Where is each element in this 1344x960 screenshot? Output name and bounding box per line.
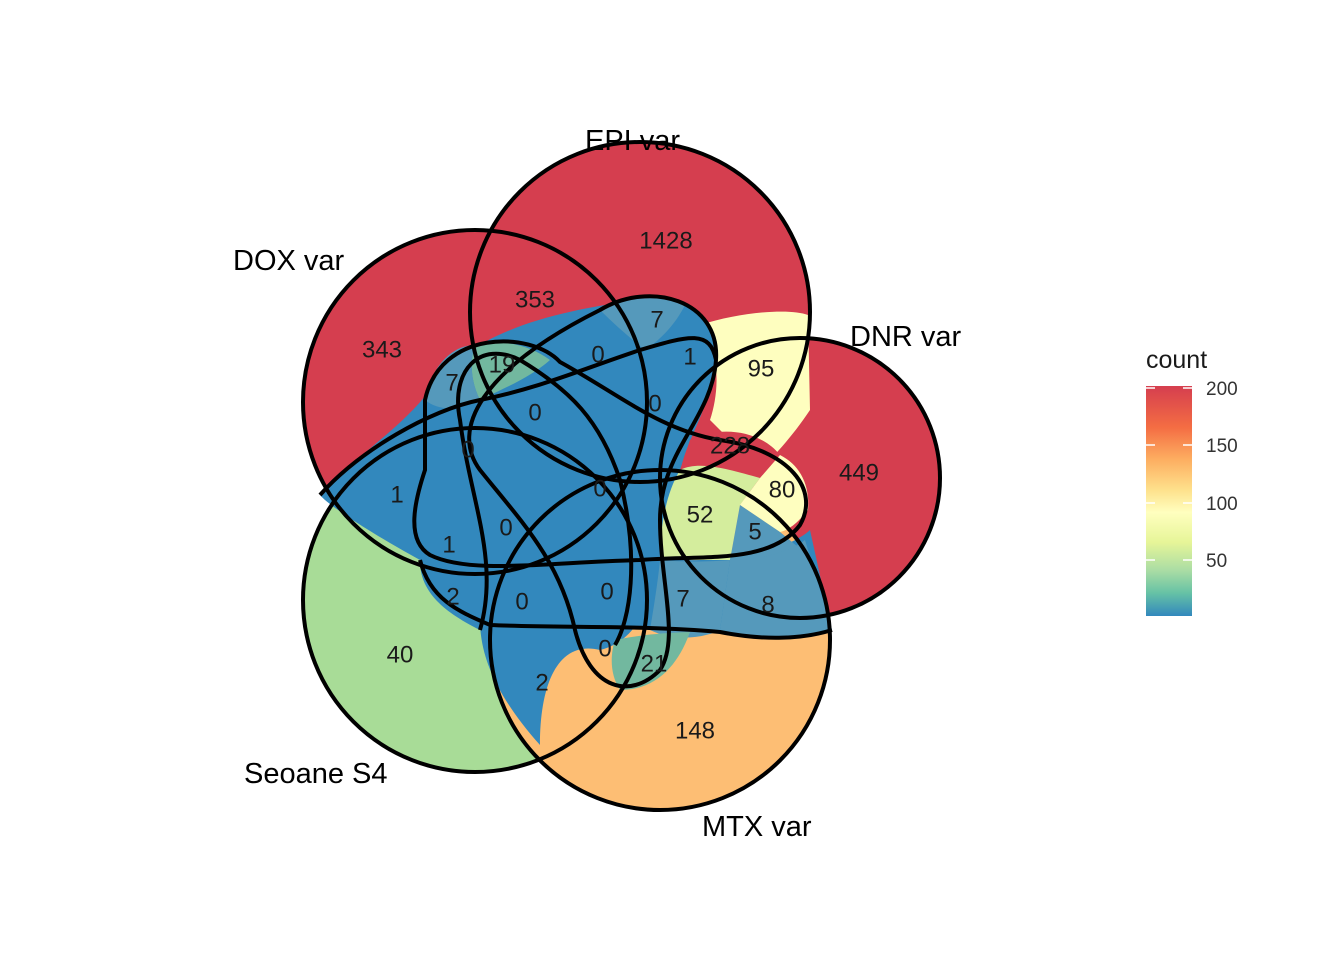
region-count: 2 (535, 669, 548, 696)
region-count: 40 (387, 641, 414, 668)
legend-tick-label: 150 (1206, 436, 1238, 457)
region-count: 449 (839, 459, 879, 486)
region-count: 1 (683, 343, 696, 370)
dnr-epi-overlap-fill (700, 311, 810, 470)
region-count: 343 (362, 336, 402, 363)
legend-tick-marks (1146, 387, 1192, 561)
region-count: 19 (489, 351, 516, 378)
region-count: 353 (515, 286, 555, 313)
region-count: 0 (528, 399, 541, 426)
region-fill-7-left (425, 345, 480, 409)
set-label-seoane: Seoane S4 (244, 758, 388, 790)
region-fill-8 (720, 540, 832, 638)
region-count: 5 (748, 518, 761, 545)
mtx-outline (488, 468, 832, 812)
region-count: 0 (515, 588, 528, 615)
mtx-inner-lobe (456, 351, 634, 647)
region-fill-5 (730, 505, 800, 561)
set-label-dnr: DNR var (850, 321, 962, 353)
set-outlines (301, 140, 942, 812)
region-count: 228 (710, 432, 750, 459)
region-count: 0 (593, 475, 606, 502)
set-label-epi: EPI var (585, 125, 680, 157)
region-count: 1 (390, 481, 403, 508)
region-count: 7 (676, 585, 689, 612)
region-count: 52 (687, 501, 714, 528)
center-core-fill (320, 299, 716, 745)
region-count: 0 (600, 578, 613, 605)
seoane-outline (301, 426, 649, 774)
set-labels: EPI var DOX var DNR var Seoane S4 MTX va… (233, 125, 962, 843)
overlap-fills (320, 298, 832, 745)
region-fill-80 (740, 455, 809, 532)
region-count: 2 (446, 583, 459, 610)
region-count: 80 (769, 476, 796, 503)
dnr-inner-lobe (418, 559, 833, 640)
region-count: 0 (499, 514, 512, 541)
set-label-dox: DOX var (233, 245, 345, 277)
region-count: 0 (648, 390, 661, 417)
region-count: 7 (445, 369, 458, 396)
color-legend: count 200 150 100 50 (1146, 346, 1238, 616)
set-label-mtx: MTX var (702, 811, 812, 843)
dox-outline (301, 228, 649, 576)
region-count: 1 (442, 531, 455, 558)
region-count: 0 (598, 635, 611, 662)
dox-inner-lobe (412, 339, 808, 568)
region-counts: 1428 343 449 40 148 353 7 95 19 0 1 7 0 … (362, 227, 879, 744)
region-count: 95 (748, 355, 775, 382)
region-count: 8 (761, 591, 774, 618)
region-count: 148 (675, 717, 715, 744)
epi-outline (468, 140, 812, 484)
legend-tick-label: 200 (1206, 379, 1238, 400)
legend-tick-label: 50 (1206, 551, 1227, 572)
seoane-inner-lobe (318, 336, 718, 497)
region-count: 0 (591, 341, 604, 368)
dnr-outline (658, 336, 942, 620)
region-count: 1428 (639, 227, 692, 254)
region-count: 21 (641, 650, 668, 677)
region-count: 7 (650, 306, 663, 333)
region-count: 0 (461, 436, 474, 463)
legend-title: count (1146, 346, 1207, 374)
legend-colorbar (1146, 386, 1192, 616)
legend-tick-label: 100 (1206, 494, 1238, 515)
